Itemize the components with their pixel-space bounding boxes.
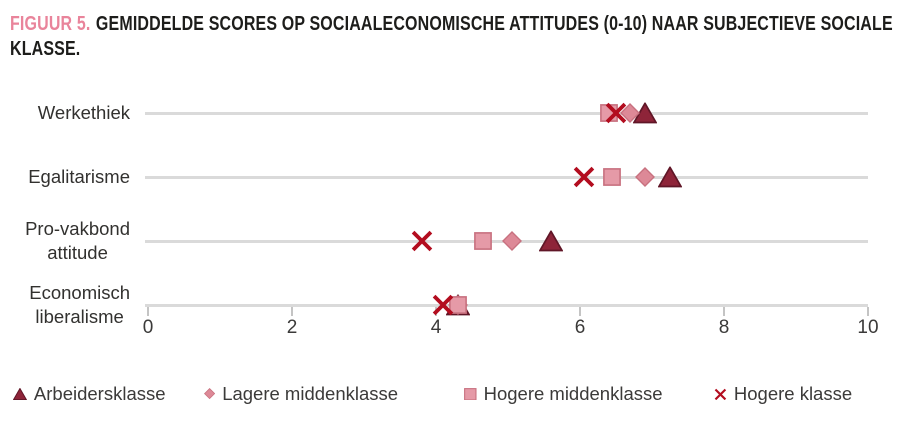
marker-hogere-klasse-pro-vakbond-attitude [410,230,433,253]
marker-hogere-middenklasse-pro-vakbond-attitude [473,232,492,250]
x-axis-tick [291,307,293,316]
figure-number: FIGUUR 5. [10,12,91,35]
marker-hogere-klasse-werkethiek [605,102,628,125]
category-gridline-egalitarisme [145,176,868,179]
marker-arbeidersklasse-pro-vakbond-attitude [539,230,564,252]
legend-item-lagere-middenklasse: Lagere middenklasse [204,381,398,407]
category-label-line: liberalisme [35,306,124,327]
category-label-line: Werkethiek [37,102,130,123]
figure-title: FIGUUR 5. GEMIDDELDE SCORES OP SOCIAALECO… [10,11,900,61]
x-axis-tick-label: 2 [286,317,298,338]
marker-hogere-middenklasse-economisch-liberalisme [448,296,467,314]
marker-lagere-middenklasse-pro-vakbond-attitude [501,231,522,251]
legend-item-arbeidersklasse: Arbeidersklasse [13,381,166,407]
x-axis-tick [723,307,725,316]
figure-title-line2: KLASSE. [10,37,81,60]
x-axis-tick-label: 10 [857,317,879,338]
category-gridline-economisch-liberalisme [145,304,868,307]
category-gridline-werkethiek [145,112,868,115]
x-axis-tick [147,307,149,316]
legend-item-label: Lagere middenklasse [222,383,399,404]
marker-hogere-middenklasse-egalitarisme [603,168,622,186]
marker-hogere-klasse-economisch-liberalisme [432,294,455,317]
legend-item-label: Hogere middenklasse [483,383,663,404]
marker-lagere-middenklasse-egalitarisme [634,167,655,187]
x-axis-tick-label: 4 [430,317,442,338]
square-icon [464,387,477,401]
triangle-icon [13,387,27,400]
x-icon [714,388,727,401]
legend-item-hogere-klasse: Hogere klasse [714,381,852,407]
x-axis-tick-label: 0 [142,317,154,338]
marker-lagere-middenklasse-werkethiek [620,103,641,123]
legend-item-hogere-middenklasse: Hogere middenklasse [464,381,663,407]
marker-arbeidersklasse-egalitarisme [658,166,682,188]
category-label-egalitarisme: Egalitarisme [28,165,130,189]
category-label-werkethiek: Werkethiek [38,101,130,125]
marker-hogere-klasse-egalitarisme [572,166,595,189]
category-label-line: attitude [47,242,108,263]
category-label-pro-vakbond-attitude: Pro-vakbond attitude [25,217,130,265]
legend-item-label: Hogere klasse [733,383,853,404]
x-axis-tick [867,307,869,316]
category-label-line: Egalitarisme [28,166,130,187]
category-label-economisch-liberalisme: Economisch liberalisme [29,281,130,329]
x-axis-tick-label: 8 [718,317,730,338]
diamond-icon [204,388,216,400]
category-label-line: Economisch [29,282,130,303]
category-label-line: Pro-vakbond [25,218,130,239]
x-axis-tick [579,307,581,316]
figure-title-line1: GEMIDDELDE SCORES OP SOCIAALECONOMISCHE … [95,12,893,35]
x-axis-tick-label: 6 [574,317,586,338]
legend-item-label: Arbeidersklasse [33,383,166,404]
